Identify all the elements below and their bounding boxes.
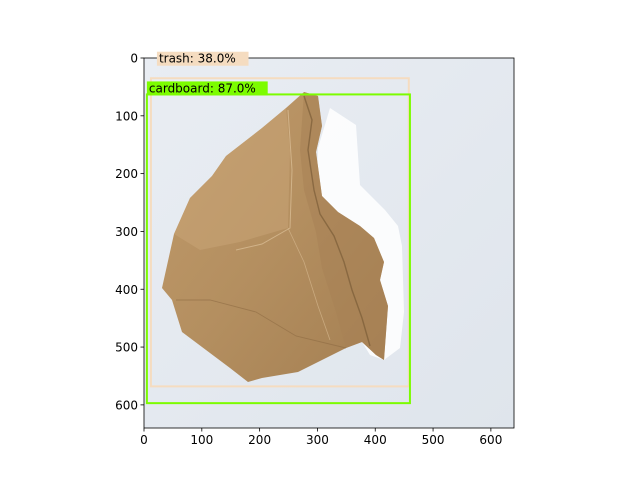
- x-tick-label: 400: [364, 433, 387, 447]
- detection-box: [149, 77, 410, 388]
- x-tick-label: 200: [248, 433, 271, 447]
- y-tick-label: 600: [115, 398, 138, 412]
- x-tick-label: 500: [422, 433, 445, 447]
- y-tick-label: 500: [115, 341, 138, 355]
- x-tick-label: 300: [306, 433, 329, 447]
- x-axis: 0 100 200 300 400 500 600: [140, 428, 502, 447]
- detection-label: cardboard: 87.0%: [149, 81, 256, 95]
- y-tick-label: 0: [130, 52, 138, 66]
- cardboard-object: [162, 92, 404, 382]
- x-tick-label: 0: [140, 433, 148, 447]
- detection-label: trash: 38.0%: [159, 52, 236, 66]
- y-axis: 0 100 200 300 400 500 600: [115, 52, 144, 412]
- detection-label-background: [156, 51, 249, 66]
- y-tick-label: 400: [115, 283, 138, 297]
- y-tick-label: 100: [115, 109, 138, 123]
- x-tick-label: 600: [479, 433, 502, 447]
- x-tick-label: 100: [190, 433, 213, 447]
- photo: [144, 58, 514, 428]
- detection-boxes: trash: 38.0% cardboard: 87.0%: [145, 51, 411, 405]
- detection-box: [145, 93, 411, 405]
- y-tick-label: 300: [115, 225, 138, 239]
- detection-label-background: [146, 81, 268, 96]
- y-tick-label: 200: [115, 167, 138, 181]
- axes-frame: [143, 57, 515, 429]
